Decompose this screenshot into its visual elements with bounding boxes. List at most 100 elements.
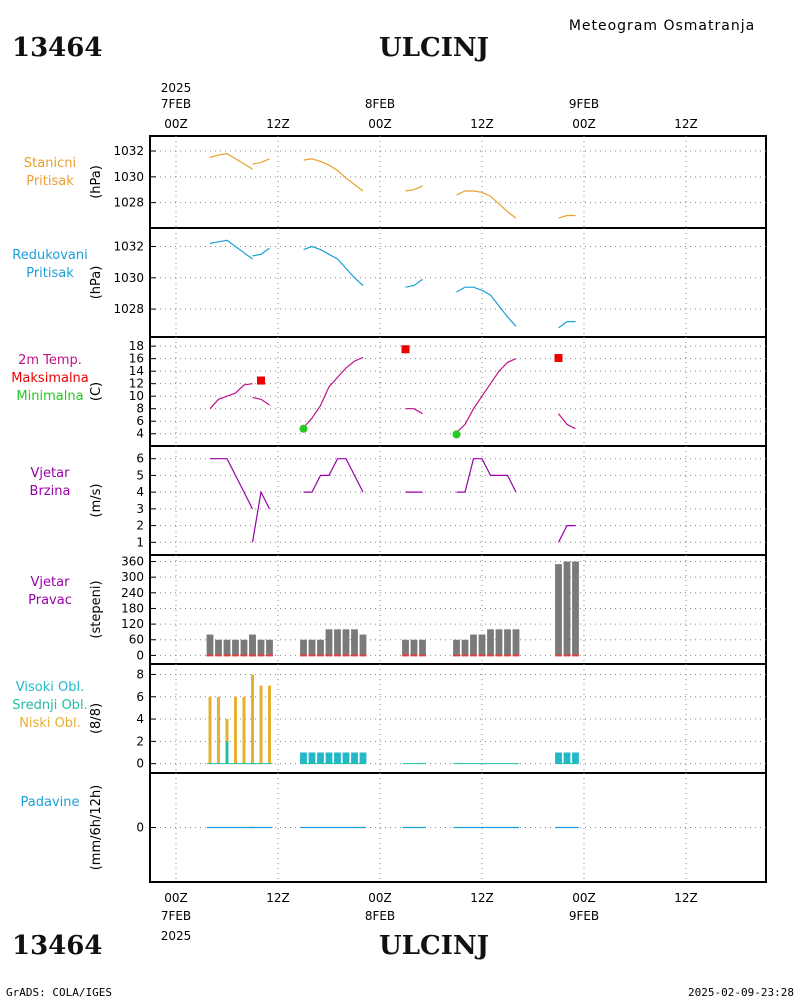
wind-dir-bar [478,634,486,656]
y-tick-label: 6 [136,690,144,704]
wind-dir-bar [572,561,579,656]
cloud-bar [317,752,324,764]
cloud-bar [342,752,350,764]
wind-dir-bar [461,639,469,656]
y-tick-label: 1028 [113,196,144,210]
tmax-marker [401,345,410,354]
cloud-bar [555,752,562,764]
series-line [558,321,576,329]
series-line [303,356,364,428]
wind-dir-bar [342,629,350,656]
panel-unit: (C) [89,382,104,401]
wind-dir-bar [563,561,571,656]
panel-stanicni: 1028 1030 1032 (hPa) Stanicni Pritisak [24,135,767,229]
cloud-bar [259,685,263,764]
series-line [252,158,270,165]
bottom-hour-label: 12Z [470,891,494,905]
bottom-hour-label: 00Z [164,891,188,905]
series-line [456,190,517,219]
y-tick-label: 0 [136,757,144,771]
y-tick-label: 18 [129,339,144,353]
cloud-bar [308,752,316,764]
panel-unit: (8/8) [89,703,104,734]
panel-label: Vjetar [31,466,71,481]
wind-dir-bar [215,639,222,656]
wind-dir-bar [266,639,273,656]
chart-title: Meteogram Osmatranja [569,18,755,34]
bottom-date-label: 7FEB [161,909,191,923]
series-line [456,286,517,327]
wind-dir-bar [223,639,231,656]
wind-dir-bar [487,629,494,656]
panel-frame [149,135,767,229]
cloud-bar [208,696,212,764]
y-tick-label: 2 [136,734,144,748]
y-tick-label: 300 [121,570,144,584]
timestamp-text: 2025-02-09-23:28 [688,986,794,999]
top-year-label: 2025 [161,81,192,95]
panel-unit: (hPa) [89,266,104,300]
credit-text: GrADS: COLA/IGES [6,986,112,999]
series-line [303,458,364,493]
y-tick-label: 8 [136,667,144,681]
wind-dir-bar [419,639,426,656]
wind-dir-bar [402,639,409,656]
panels: 102810301032(hPa)StanicniPritisak1028103… [11,135,767,883]
y-tick-label: 360 [121,555,144,569]
cloud-bar [325,752,333,764]
panel-unit: (mm/6h/12h) [89,785,104,871]
series-line [303,158,364,192]
wind-dir-bar [232,639,239,656]
y-tick-label: 1028 [113,302,144,316]
series-line [252,247,270,257]
wind-dir-bar [504,629,511,656]
cloud-bar [300,752,307,764]
series-line [456,358,517,433]
tmax-marker [554,354,563,363]
top-date-label: 9FEB [569,97,599,111]
panel-frame [149,445,767,556]
series-line [210,458,254,510]
cloud-bar [351,752,358,764]
panel-clouds: 0 2 4 6 8 (8/8) Visoki Obl. Srednji Obl. Niski O… [12,663,767,774]
wind-dir-bar [206,634,214,656]
station-name-top: ULCINJ [379,33,489,63]
series-line [252,396,270,406]
y-tick-label: 12 [129,377,144,391]
cloud-bar [268,685,271,764]
y-tick-label: 6 [136,452,144,466]
top-time-axis: 7FEB 00Z 12Z 8FEB 00Z 12Z 9FEB 00Z 12Z [161,97,698,131]
panel-label: Stanicni [24,156,76,171]
y-tick-label: 1030 [113,271,144,285]
cloud-bar [334,752,341,764]
panel-label: Maksimalna [11,371,89,386]
wind-dir-bar [325,629,333,656]
y-tick-label: 4 [136,427,144,441]
station-name-bottom: ULCINJ [379,931,489,961]
panel-label: Srednji Obl. [12,698,87,713]
top-hour-label: 12Z [674,117,698,131]
panel-label: 2m Temp. [18,353,82,368]
bottom-date-label: 8FEB [365,909,395,923]
panel-unit: (stepeni) [89,580,104,638]
cloud-bar [563,752,571,764]
series-line [209,383,253,410]
y-tick-label: 0 [136,648,144,662]
y-tick-label: 6 [136,414,144,428]
series-line [557,525,576,543]
series-line [209,152,253,170]
cloud-bar [572,752,579,764]
wind-dir-bar [512,629,520,656]
wind-dir-bar [240,639,248,656]
wind-dir-bar [317,639,324,656]
y-tick-label: 8 [136,402,144,416]
wind-dir-bar [300,639,307,656]
y-tick-label: 5 [136,468,144,482]
panel-label: Pravac [28,593,72,608]
top-hour-label: 12Z [266,117,290,131]
panel-frame [149,663,767,774]
panel-label: Niski Obl. [19,716,81,731]
